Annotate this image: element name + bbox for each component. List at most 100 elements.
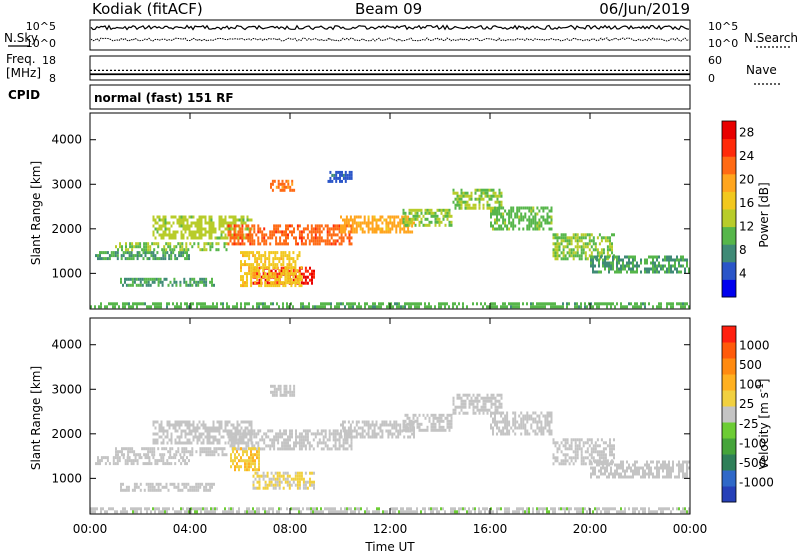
power-cell bbox=[340, 224, 342, 228]
velocity-cell bbox=[279, 390, 282, 394]
power-cell bbox=[134, 302, 136, 306]
velocity-cell bbox=[310, 432, 313, 436]
power-cell bbox=[196, 221, 199, 225]
velocity-cell bbox=[252, 453, 254, 457]
velocity-cell bbox=[430, 413, 433, 417]
velocity-cell bbox=[504, 420, 507, 424]
velocity-cell bbox=[123, 447, 125, 451]
velocity-cell bbox=[154, 510, 156, 514]
power-cell bbox=[484, 191, 487, 195]
power-cell bbox=[668, 270, 670, 274]
velocity-cell bbox=[355, 435, 358, 439]
power-cell bbox=[286, 281, 289, 285]
power-cell bbox=[562, 239, 565, 243]
power-cell bbox=[498, 212, 501, 216]
velocity-cell bbox=[170, 456, 173, 460]
velocity-cell bbox=[584, 456, 587, 460]
power-cell bbox=[379, 230, 382, 234]
power-cell bbox=[276, 263, 279, 267]
velocity-cell bbox=[359, 426, 362, 430]
power-cell bbox=[104, 305, 106, 309]
velocity-cell bbox=[198, 507, 200, 511]
velocity-cell bbox=[237, 438, 240, 442]
power-cell bbox=[592, 305, 594, 309]
velocity-cell bbox=[662, 469, 664, 473]
velocity-cell bbox=[154, 459, 157, 463]
velocity-cell bbox=[440, 425, 443, 429]
power-cell bbox=[568, 239, 571, 243]
velocity-cell bbox=[558, 444, 561, 448]
power-cell bbox=[153, 248, 156, 252]
power-cell bbox=[277, 224, 280, 228]
velocity-cell bbox=[584, 441, 587, 445]
velocity-cell bbox=[590, 456, 593, 460]
power-cell bbox=[220, 221, 223, 225]
power-cell bbox=[408, 305, 410, 309]
velocity-cell bbox=[295, 429, 297, 433]
velocity-cell bbox=[590, 466, 592, 470]
power-cell bbox=[446, 208, 449, 212]
power-cell bbox=[440, 302, 442, 306]
power-cell bbox=[180, 251, 183, 255]
velocity-cell bbox=[157, 482, 160, 486]
power-cell bbox=[264, 254, 267, 258]
velocity-cell bbox=[399, 426, 402, 430]
nsearch-label: N.Search bbox=[744, 31, 798, 45]
velocity-cell bbox=[300, 438, 303, 442]
velocity-cell bbox=[622, 460, 624, 464]
power-cell bbox=[582, 248, 585, 252]
power-cell bbox=[558, 236, 561, 240]
power-cell bbox=[636, 305, 638, 309]
power-cell bbox=[346, 176, 349, 180]
velocity-cell bbox=[682, 510, 684, 514]
power-colorbar-tick: 12 bbox=[739, 220, 754, 234]
velocity-cell bbox=[263, 432, 266, 436]
velocity-cell bbox=[446, 416, 449, 420]
velocity-cell bbox=[546, 510, 548, 514]
power-cell bbox=[514, 302, 516, 306]
power-cell bbox=[512, 305, 514, 309]
power-cell bbox=[242, 218, 245, 222]
power-cell bbox=[254, 272, 257, 276]
velocity-cell bbox=[420, 510, 422, 514]
power-cell bbox=[188, 233, 191, 237]
velocity-cell bbox=[114, 456, 117, 460]
power-cell bbox=[652, 258, 654, 262]
power-cell bbox=[594, 245, 597, 249]
power-cell bbox=[300, 278, 303, 282]
velocity-cell bbox=[256, 480, 259, 484]
velocity-cell bbox=[306, 435, 309, 439]
velocity-cell bbox=[156, 462, 159, 466]
power-cell bbox=[562, 254, 565, 258]
velocity-cell bbox=[334, 444, 337, 448]
velocity-cell bbox=[306, 441, 309, 445]
power-cell bbox=[494, 305, 496, 309]
power-cell bbox=[287, 224, 289, 228]
power-cell bbox=[332, 239, 335, 243]
power-cell bbox=[248, 302, 250, 306]
velocity-cell bbox=[564, 447, 567, 451]
power-cell bbox=[272, 272, 275, 276]
power-cell bbox=[194, 221, 197, 225]
velocity-cell bbox=[502, 420, 505, 424]
velocity-cell bbox=[476, 402, 479, 406]
power-cell bbox=[182, 215, 185, 219]
power-cell bbox=[556, 233, 559, 237]
velocity-cell bbox=[324, 429, 327, 433]
velocity-cell bbox=[159, 482, 162, 486]
velocity-cell bbox=[236, 426, 239, 430]
power-cell bbox=[504, 218, 507, 222]
velocity-cell bbox=[580, 510, 582, 514]
velocity-cell bbox=[652, 472, 654, 476]
power-cell bbox=[198, 221, 201, 225]
power-cell bbox=[416, 214, 419, 218]
velocity-cell bbox=[460, 408, 463, 412]
velocity-cell bbox=[604, 460, 606, 464]
power-cell bbox=[498, 188, 501, 192]
velocity-cell bbox=[522, 510, 524, 514]
velocity-cell bbox=[478, 507, 480, 511]
power-cell bbox=[572, 248, 575, 252]
power-cell bbox=[500, 203, 503, 207]
power-cell bbox=[596, 251, 599, 255]
power-cell bbox=[287, 227, 289, 231]
